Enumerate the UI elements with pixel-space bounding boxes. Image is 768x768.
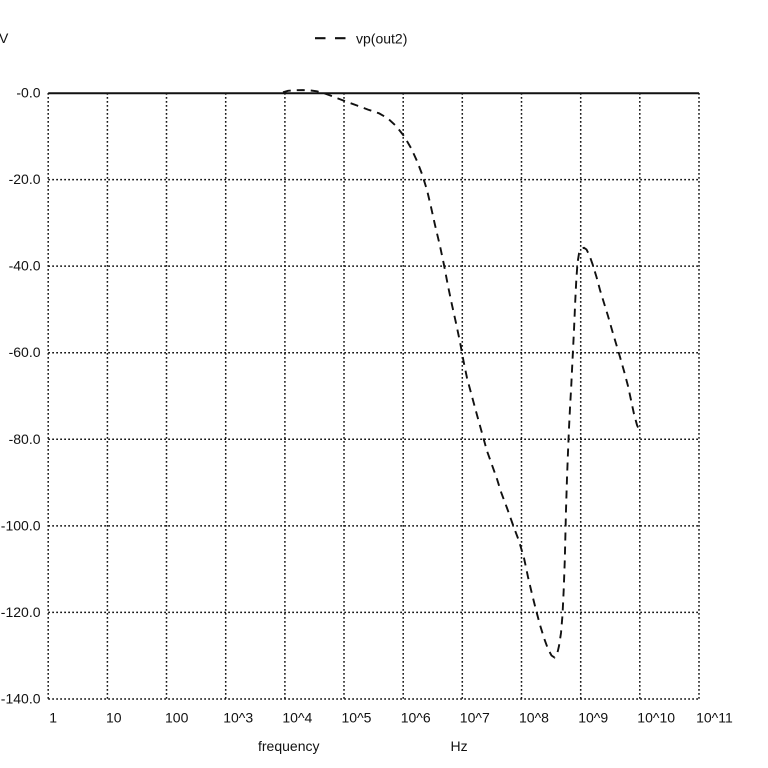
- svg-text:10^7: 10^7: [460, 710, 490, 726]
- svg-text:-100.0: -100.0: [1, 517, 41, 533]
- svg-text:-80.0: -80.0: [9, 431, 41, 447]
- svg-text:10^11: 10^11: [696, 710, 733, 726]
- svg-text:frequency: frequency: [258, 738, 319, 754]
- svg-text:10^4: 10^4: [282, 710, 312, 726]
- svg-text:10^10: 10^10: [637, 710, 675, 726]
- svg-text:10: 10: [106, 710, 122, 726]
- svg-text:vp(out2): vp(out2): [356, 30, 407, 46]
- svg-text:-0.0: -0.0: [16, 85, 40, 101]
- svg-text:10^8: 10^8: [519, 710, 549, 726]
- svg-text:-140.0: -140.0: [1, 691, 41, 707]
- svg-text:-40.0: -40.0: [9, 258, 41, 274]
- svg-text:10^3: 10^3: [223, 710, 253, 726]
- svg-text:10^6: 10^6: [401, 710, 431, 726]
- svg-text:V: V: [0, 30, 9, 46]
- svg-text:-120.0: -120.0: [1, 604, 41, 620]
- svg-text:10^9: 10^9: [578, 710, 608, 726]
- svg-text:Hz: Hz: [451, 738, 468, 754]
- svg-text:100: 100: [165, 710, 189, 726]
- svg-text:10^5: 10^5: [342, 710, 372, 726]
- svg-text:-20.0: -20.0: [9, 171, 41, 187]
- svg-text:1: 1: [49, 710, 57, 726]
- svg-text:-60.0: -60.0: [9, 344, 41, 360]
